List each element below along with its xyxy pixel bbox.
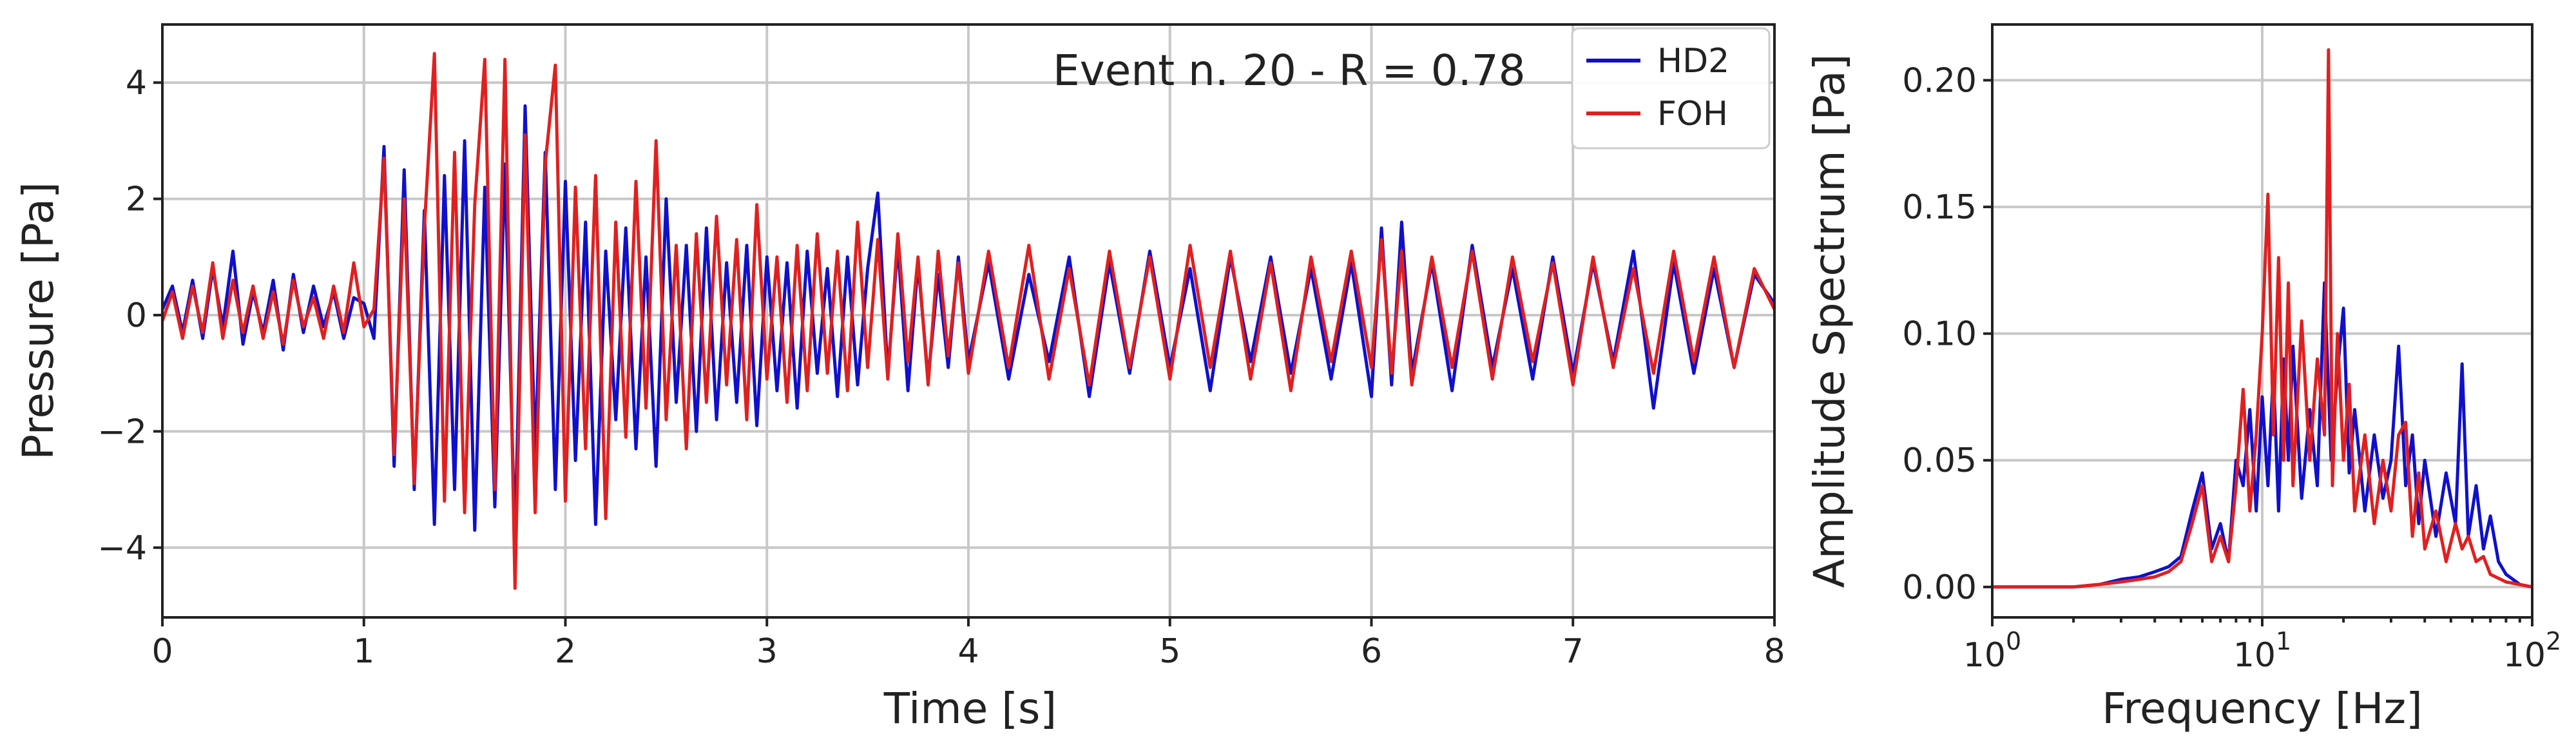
time-y-axis-label: Pressure [Pa]: [14, 182, 63, 460]
time-y-tick-label: 4: [126, 64, 147, 102]
spectrum-x-tick-exponent: 1: [2276, 627, 2291, 655]
time-y-tick-label: 2: [126, 180, 147, 219]
time-y-tick-label: −2: [97, 412, 147, 451]
time-x-tick-label: 5: [1159, 632, 1180, 671]
spectrum-x-tick-base: 10: [2503, 636, 2546, 675]
time-x-axis-label: Time [s]: [883, 684, 1057, 733]
time-x-tick-label: 3: [756, 632, 778, 671]
time-grid: [161, 24, 1776, 617]
time-y-tick-label: 0: [126, 296, 147, 335]
time-ticks: 0 1 2 3 4 5 6 7 8 −4 −2 0 2 4: [97, 64, 1785, 671]
spectrum-y-tick-label: 0.00: [1902, 568, 1977, 607]
time-y-tick-label: −4: [97, 529, 147, 568]
time-x-tick-label: 0: [151, 632, 173, 671]
spectrum-x-tick-exponent: 0: [2006, 627, 2021, 655]
spectrum-x-axis-label: Frequency [Hz]: [2102, 684, 2423, 733]
spectrum-x-tick-label: 100: [1963, 627, 2021, 675]
event-annotation: Event n. 20 - R = 0.78: [1053, 46, 1526, 95]
time-series-lines: [160, 52, 1776, 590]
time-plot-frame: [161, 23, 1776, 619]
time-series-line-foh: [160, 52, 1776, 590]
time-x-tick-label: 2: [555, 632, 576, 671]
spectrum-y-tick-label: 0.05: [1902, 441, 1977, 480]
legend-label-hd2: HD2: [1657, 42, 1729, 81]
time-x-tick-label: 6: [1361, 632, 1382, 671]
legend: HD2 FOH: [1571, 27, 1771, 150]
spectrum-y-tick-label: 0.20: [1902, 61, 1977, 100]
time-x-tick-label: 1: [353, 632, 374, 671]
spectrum-line-foh: [1992, 48, 2533, 589]
spectrum-lines: [1992, 48, 2533, 589]
legend-label-foh: FOH: [1657, 95, 1728, 133]
spectrum-plot-frame: [1991, 23, 2533, 619]
legend-box: [1571, 27, 1771, 150]
spectrum-y-axis-label: Amplitude Spectrum [Pa]: [1805, 54, 1854, 588]
time-x-tick-label: 7: [1562, 632, 1584, 671]
time-x-tick-label: 8: [1764, 632, 1785, 671]
spectrum-y-tick-label: 0.15: [1902, 188, 1977, 227]
spectrum-x-tick-exponent: 2: [2546, 627, 2561, 655]
spectrum-x-tick-base: 10: [2233, 636, 2276, 675]
spectrum-x-tick-base: 10: [1963, 636, 2006, 675]
time-x-tick-label: 4: [957, 632, 979, 671]
spectrum-x-tick-label: 101: [2233, 627, 2291, 675]
spectrum-y-tick-label: 0.10: [1902, 315, 1977, 354]
spectrum-x-tick-label: 102: [2503, 627, 2561, 675]
